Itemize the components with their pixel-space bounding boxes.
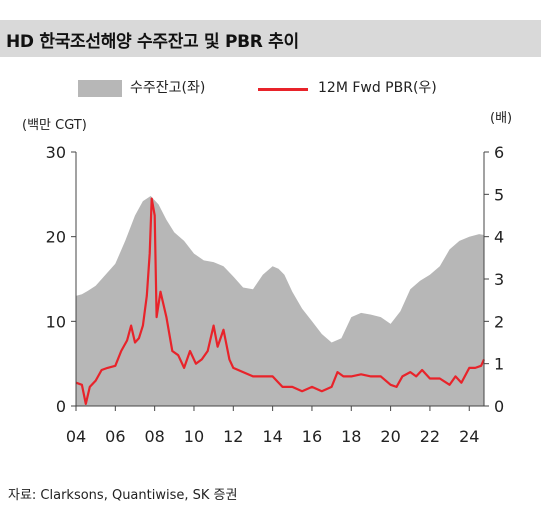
axes-group	[71, 151, 489, 411]
x-tick-label: 22	[420, 427, 440, 446]
x-tick-label: 18	[341, 427, 361, 446]
left-tick-label: 20	[46, 228, 66, 247]
left-axis-unit: (백만 CGT)	[22, 118, 87, 133]
x-tick-label: 04	[66, 427, 86, 446]
right-axis-unit: (배)	[490, 111, 513, 126]
legend-label-backlog: 수주잔고(좌)	[130, 80, 206, 96]
right-tick-label: 1	[494, 355, 504, 374]
legend-swatch-backlog	[78, 80, 122, 97]
left-tick-label: 0	[56, 397, 66, 416]
x-tick-label: 20	[380, 427, 400, 446]
left-tick-label: 10	[46, 312, 66, 331]
x-tick-label: 14	[262, 427, 282, 446]
title-bar	[0, 20, 541, 57]
right-tick-label: 5	[494, 185, 504, 204]
right-tick-label: 4	[494, 228, 504, 247]
legend-label-pbr: 12M Fwd PBR(우)	[318, 80, 437, 96]
source-note: 자료: Clarksons, Quantiwise, SK 증권	[8, 488, 238, 503]
right-tick-label: 6	[494, 143, 504, 162]
legend-swatch-pbr	[258, 88, 308, 91]
x-tick-label: 16	[302, 427, 322, 446]
right-tick-label: 0	[494, 397, 504, 416]
x-tick-label: 10	[184, 427, 204, 446]
backlog-area	[76, 196, 484, 406]
pbr-line	[75, 197, 486, 405]
x-tick-label: 12	[223, 427, 243, 446]
right-tick-label: 2	[494, 312, 504, 331]
x-tick-label: 06	[105, 427, 125, 446]
chart-title: HD 한국조선해양 수주잔고 및 PBR 추이	[6, 32, 299, 52]
x-tick-label: 08	[144, 427, 164, 446]
right-tick-label: 3	[494, 270, 504, 289]
pbr-line-group	[75, 197, 486, 405]
x-tick-label: 24	[459, 427, 479, 446]
left-tick-label: 30	[46, 143, 66, 162]
backlog-area-group	[76, 196, 484, 406]
